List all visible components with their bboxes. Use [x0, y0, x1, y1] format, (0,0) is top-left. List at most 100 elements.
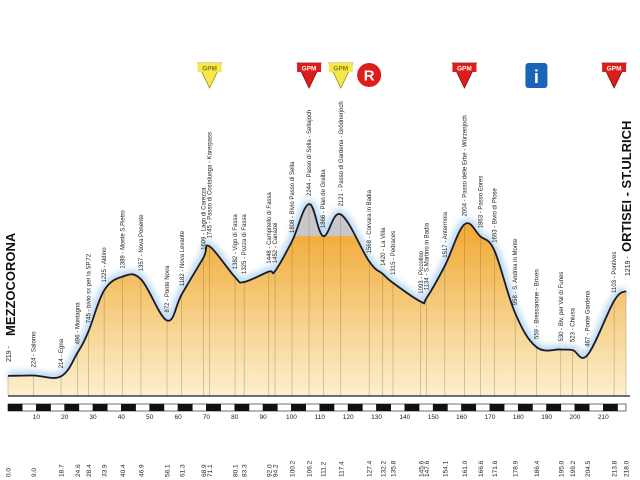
gpm-label: GPM — [202, 66, 217, 73]
profile-area — [8, 203, 626, 396]
scale-segment — [248, 403, 264, 412]
scale-segment — [617, 403, 627, 412]
waypoint-km-label: 68.9 — [201, 464, 208, 477]
scale-segment — [503, 403, 519, 412]
finish-city-label: ORTISEI - ST.ULRICH — [619, 121, 634, 252]
scale-tick-label: 130 — [371, 414, 382, 421]
waypoint-label: 1693 - Bivio di Plose — [493, 187, 499, 242]
waypoint-label: 530 - Biv. per Val di Funes — [559, 272, 565, 342]
scale-tick-label: 50 — [146, 414, 154, 421]
profile-line — [7, 203, 627, 379]
waypoint-label: 1093 - Piccolino — [419, 250, 425, 293]
scale-segment — [333, 403, 349, 412]
scale-segment — [574, 403, 590, 412]
scale-segment — [319, 403, 335, 412]
scale-segment — [92, 403, 108, 412]
waypoint-label: 1420 - La Villa — [381, 227, 387, 266]
scale-segment — [461, 403, 477, 412]
scale-segment — [560, 403, 576, 412]
waypoint-label: 1389 - Monte S.Pietro — [121, 210, 127, 269]
scale-segment — [135, 403, 151, 412]
scale-tick-label: 10 — [33, 414, 41, 421]
waypoint-km-label: 71.1 — [207, 464, 214, 477]
scale-segment — [78, 403, 94, 412]
waypoint-label: 224 - Salorno — [32, 331, 38, 368]
ristoro-circle — [357, 63, 382, 87]
scale-segment — [588, 403, 604, 412]
waypoint-label: 1808 - Bivio Passo di Sella — [290, 161, 296, 233]
scale-segment — [432, 403, 448, 412]
waypoint-km-label: 83.3 — [242, 464, 249, 477]
scale-tick-label: 40 — [118, 414, 126, 421]
scale-segment — [262, 403, 278, 412]
scale-tick-label: 110 — [315, 414, 326, 421]
waypoint-label: 1866 - Plan de Gralba — [321, 169, 327, 228]
waypoint-labels: 219 - 224 - Salorno 214 - Egna 496 - Montag… — [6, 101, 632, 368]
scale-segment — [234, 403, 250, 412]
waypoint-label: 467 - Ponte Gardena — [586, 290, 592, 347]
scale-segment — [149, 403, 165, 412]
waypoint-km-label: 94.2 — [273, 464, 280, 477]
profile-fill — [8, 203, 626, 396]
waypoint-label: 1448 - Campitello di Fassa — [267, 192, 273, 264]
waypoint-km-label: 56.1 — [165, 464, 172, 477]
waypoint-km-label: 145.6 — [418, 460, 425, 477]
city-altitude-label: 219 - — [6, 345, 13, 362]
scale-tick-label: 100 — [286, 414, 297, 421]
waypoint-km-label: 80.1 — [233, 464, 240, 477]
scale-segment — [106, 403, 122, 412]
waypoint-km-label: 199.2 — [570, 460, 577, 477]
scale-tick-label: 70 — [203, 414, 211, 421]
gpm-band — [602, 63, 627, 72]
scale-segment — [404, 403, 420, 412]
km-scale-bar — [7, 403, 627, 412]
scale-segment — [376, 403, 392, 412]
waypoint-label: 872 - Ponte Nova — [165, 265, 171, 312]
waypoint-km-label: 161.0 — [462, 460, 469, 477]
city-altitude-label: 1219 - — [625, 255, 632, 276]
waypoint-label: 523 - Chiusa — [571, 307, 577, 342]
gpm-band — [297, 63, 322, 72]
waypoint-km-label: 117.4 — [338, 461, 345, 477]
scale-segment — [21, 403, 37, 412]
scale-tick-label: 120 — [343, 414, 354, 421]
scale-segment — [50, 403, 65, 412]
scale-segment — [191, 403, 207, 412]
scale-segment — [163, 403, 179, 412]
waypoint-label: 1103 - Pontives — [612, 252, 618, 293]
gpm-label: GPM — [302, 66, 317, 73]
waypoint-label: 1517 - Antermoia — [443, 211, 449, 257]
waypoint-km-label: 147.6 — [424, 460, 431, 477]
scale-segment — [220, 403, 236, 412]
waypoint-km-label: 213.8 — [612, 460, 619, 477]
scale-segment — [390, 403, 406, 412]
waypoint-label: 1357 - Nova Ponente — [139, 214, 145, 271]
waypoint-label: 496 - Montagna — [76, 302, 82, 345]
scale-tick-label: 190 — [541, 414, 552, 421]
start-city-label: MEZZOCORONA — [3, 232, 18, 336]
scale-tick-label: 210 — [598, 414, 609, 421]
gpm-red-icon: GPM — [296, 62, 322, 89]
scale-tick-label: 180 — [513, 414, 524, 421]
waypoint-km-label: 132.2 — [380, 460, 387, 477]
waypoint-km-label: 9.0 — [31, 468, 38, 477]
gpm-band — [328, 63, 353, 72]
gpm-label: GPM — [457, 66, 472, 73]
scale-tick-label: 150 — [428, 414, 439, 421]
profile-outline — [7, 203, 627, 379]
waypoint-km-label: 166.6 — [478, 460, 485, 477]
scale-segment — [36, 403, 51, 412]
ristoro-label: R — [364, 68, 375, 85]
scale-segment — [418, 403, 434, 412]
gpm-label: GPM — [607, 66, 622, 73]
waypoint-km-label: 135.8 — [391, 460, 398, 477]
gpm-red-icon: GPM — [601, 62, 627, 89]
waypoint-label: 2004 - Passo delle Erbe - Würzenjoch — [462, 115, 468, 216]
waypoint-label: 1745 - Passo di Costalunga - Karerpass — [208, 132, 214, 238]
waypoint-km-label: 100.2 — [290, 460, 297, 477]
waypoint-label: 1452 - Canazei — [273, 222, 279, 263]
waypoint-km-label: 92.0 — [266, 464, 273, 477]
info-icon: i — [525, 63, 548, 88]
scale-segment — [121, 403, 136, 412]
